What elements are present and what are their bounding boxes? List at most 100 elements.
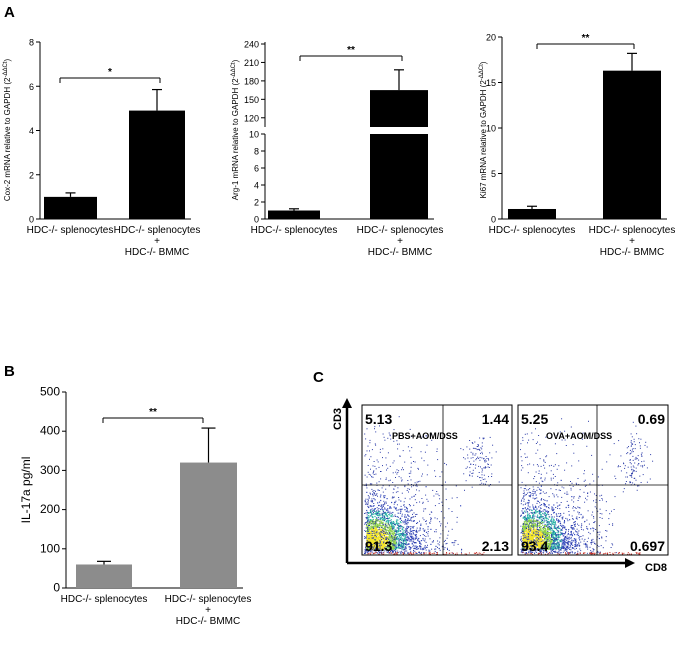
flow-dot <box>570 489 572 491</box>
flow-dot <box>523 524 525 526</box>
flow-dot <box>464 553 466 555</box>
flow-dot <box>568 529 570 530</box>
flow-dot <box>404 518 407 521</box>
flow-dot <box>387 523 389 525</box>
flow-dot <box>547 536 550 538</box>
flow-dot <box>565 528 567 530</box>
flow-dot <box>396 552 398 554</box>
flow-dot <box>544 537 546 539</box>
flow-dot <box>369 534 371 536</box>
flow-dot <box>374 550 376 552</box>
flow-dot <box>581 438 583 440</box>
flow-dot <box>372 535 374 537</box>
flow-dot <box>367 533 370 535</box>
flow-dot <box>374 537 377 539</box>
flow-dot <box>542 536 544 538</box>
flow-dot <box>390 438 392 440</box>
flow-dot <box>400 530 402 532</box>
flow-dot <box>528 530 530 532</box>
flow-dot <box>403 552 405 554</box>
flow-dot <box>524 535 526 537</box>
flow-dot <box>371 542 373 544</box>
flow-dot <box>432 489 434 491</box>
flow-dot <box>544 531 546 533</box>
flow-dot <box>553 512 555 514</box>
flow-dot <box>544 527 546 529</box>
flow-dot <box>375 546 377 548</box>
flow-dot <box>407 543 409 545</box>
flow-dot <box>479 449 481 451</box>
flow-dot <box>552 536 554 538</box>
flow-dot <box>560 532 563 534</box>
flow-dot <box>371 508 373 510</box>
flow-dot <box>400 500 402 502</box>
flow-dot <box>371 546 373 548</box>
flow-dot <box>388 524 390 526</box>
flow-dot <box>455 485 457 487</box>
flow-dot <box>369 483 371 485</box>
flow-dot <box>380 517 382 519</box>
flow-dot <box>400 548 402 549</box>
flow-dot <box>376 526 378 528</box>
flow-dot <box>409 540 411 542</box>
flow-dot <box>484 467 486 469</box>
flow-dot <box>384 507 386 509</box>
flow-dot <box>378 529 380 530</box>
flow-dot <box>524 529 526 531</box>
flow-dot <box>367 538 370 540</box>
flow-dot <box>528 439 530 441</box>
flow-dot <box>369 458 370 460</box>
flow-dot <box>495 451 497 453</box>
flow-dot <box>528 526 530 528</box>
flow-dot <box>540 517 542 519</box>
flow-dot <box>535 452 537 454</box>
flow-dot <box>563 535 565 537</box>
flow-dot <box>367 498 369 500</box>
flow-dot <box>396 537 398 539</box>
flow-dot <box>541 549 543 551</box>
flow-dot <box>386 533 388 535</box>
flow-dot <box>523 540 525 542</box>
flow-dot <box>384 439 386 441</box>
flow-dot <box>407 488 409 490</box>
flow-dot <box>403 501 405 503</box>
flow-dot <box>372 510 374 512</box>
flow-dot <box>370 532 372 534</box>
flow-dot <box>561 538 563 541</box>
flow-dot <box>528 544 530 546</box>
flow-dot <box>386 547 388 549</box>
flow-dot <box>367 534 369 536</box>
flow-dot <box>523 516 525 518</box>
flow-dot <box>384 503 386 505</box>
flow-dot <box>481 468 483 470</box>
flow-dot <box>534 497 536 500</box>
flow-dot <box>373 523 375 525</box>
flow-dot <box>550 464 552 466</box>
flow-dot <box>409 531 412 533</box>
flow-dot <box>556 539 558 540</box>
panel-label-c: C <box>313 369 324 386</box>
flow-dot <box>405 523 407 524</box>
flow-dot <box>415 531 417 533</box>
flow-dot <box>527 536 529 538</box>
flow-dot <box>534 512 535 514</box>
flow-dot <box>414 538 416 540</box>
flow-dot <box>377 495 378 497</box>
flow-dot <box>557 544 559 546</box>
flow-dot <box>444 462 446 464</box>
flow-dot <box>558 504 560 506</box>
flow-dot <box>367 521 369 523</box>
flow-dot <box>375 527 377 529</box>
flow-dot <box>374 543 376 545</box>
flow-dot <box>528 550 530 552</box>
flow-dot <box>369 530 371 532</box>
flow-dot <box>394 531 396 532</box>
flow-dot <box>379 534 381 536</box>
flow-dot <box>389 517 391 519</box>
flow-dot <box>525 527 527 529</box>
flow-dot <box>469 474 471 476</box>
flow-dot <box>524 539 526 541</box>
flow-dot <box>528 548 530 550</box>
flow-dot <box>384 536 386 538</box>
flow-dot <box>545 538 547 540</box>
